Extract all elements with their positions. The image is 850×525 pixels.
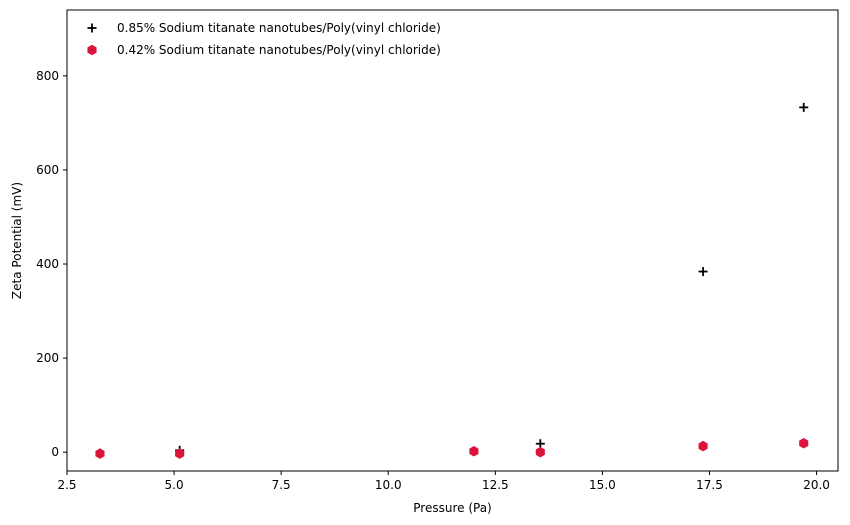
hexagon-marker bbox=[698, 440, 708, 452]
plus-marker bbox=[87, 23, 97, 33]
series-1 bbox=[95, 437, 809, 459]
x-axis-ticks: 2.5 5.0 7.5 10.0 12.5 15.0 17.5 20.0 bbox=[57, 471, 830, 492]
x-tick-label: 7.5 bbox=[272, 478, 291, 492]
hexagon-marker bbox=[95, 448, 105, 459]
y-tick-label: 400 bbox=[36, 257, 59, 271]
y-tick-label: 800 bbox=[36, 69, 59, 83]
x-axis-label: Pressure (Pa) bbox=[413, 501, 491, 515]
legend: 0.85% Sodium titanate nanotubes/Poly(vin… bbox=[87, 21, 441, 57]
legend-entry-042: 0.42% Sodium titanate nanotubes/Poly(vin… bbox=[87, 43, 441, 57]
x-tick-label: 5.0 bbox=[165, 478, 184, 492]
legend-label-085: 0.85% Sodium titanate nanotubes/Poly(vin… bbox=[117, 21, 441, 35]
legend-marker-plus bbox=[87, 23, 97, 33]
x-tick-label: 2.5 bbox=[57, 478, 76, 492]
x-tick-label: 12.5 bbox=[482, 478, 509, 492]
plus-marker bbox=[799, 102, 809, 112]
data-points bbox=[95, 102, 809, 459]
hexagon-marker bbox=[535, 446, 545, 458]
legend-entry-085: 0.85% Sodium titanate nanotubes/Poly(vin… bbox=[87, 21, 441, 35]
y-axis-ticks: 0 200 400 600 800 bbox=[36, 69, 67, 459]
hexagon-marker bbox=[469, 445, 479, 457]
hexagon-marker bbox=[799, 437, 809, 449]
x-tick-label: 10.0 bbox=[375, 478, 402, 492]
hexagon-marker bbox=[87, 44, 97, 56]
x-tick-label: 20.0 bbox=[803, 478, 830, 492]
plot-area bbox=[66, 9, 839, 472]
y-axis-label: Zeta Potential (mV) bbox=[10, 182, 24, 299]
plus-marker bbox=[535, 439, 545, 449]
plus-marker bbox=[698, 267, 708, 277]
legend-label-042: 0.42% Sodium titanate nanotubes/Poly(vin… bbox=[117, 43, 441, 57]
x-tick-label: 17.5 bbox=[696, 478, 723, 492]
y-tick-label: 0 bbox=[51, 445, 59, 459]
y-tick-label: 600 bbox=[36, 163, 59, 177]
y-tick-label: 200 bbox=[36, 351, 59, 365]
legend-marker-hexagon bbox=[87, 44, 97, 56]
hexagon-marker bbox=[175, 448, 185, 459]
x-tick-label: 15.0 bbox=[589, 478, 616, 492]
